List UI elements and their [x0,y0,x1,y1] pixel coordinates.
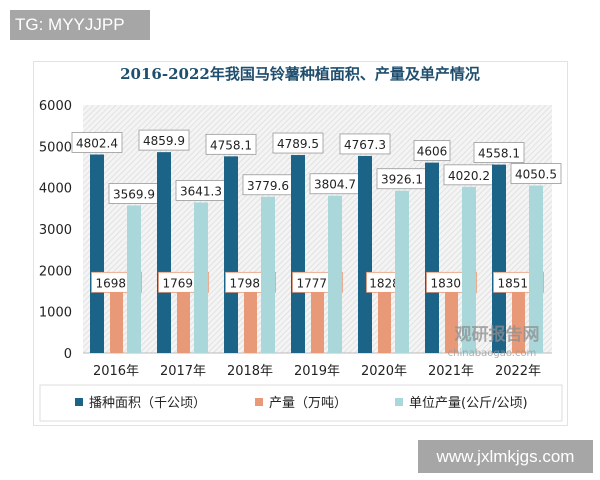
bar [445,277,458,353]
data-label-box [71,132,123,153]
bar [462,186,476,353]
bar [110,282,123,353]
bar [358,155,372,353]
data-label: 3569.9 [113,187,155,201]
chart-title: 2016-2022年我国马铃薯种植面积、产量及单产情况 [120,65,480,83]
y-tick-label: 4000 [39,182,72,197]
data-label: 3926.1 [381,173,423,187]
logo-watermark: 观研报告网 [454,324,540,345]
data-label: 4558.1 [478,147,520,161]
bar [492,164,506,353]
bar [194,202,208,353]
bar [512,276,525,353]
data-label: 4802.4 [76,137,118,151]
legend-swatch [395,398,403,406]
bar [425,162,439,353]
x-tick-label: 2022年 [495,364,541,379]
bar [127,205,141,353]
data-label: 4859.9 [143,134,185,148]
data-label: 1828 [369,276,400,290]
watermark-bottom-right: www.jxlmkjgs.com [418,440,593,473]
data-label-box [510,163,562,184]
bar [291,155,305,353]
x-tick-label: 2017年 [160,364,206,379]
bar [177,279,190,353]
y-tick-label: 1000 [39,306,72,321]
y-tick-label: 2000 [39,264,72,279]
watermark-top-left: TG: MYYJJPP [10,10,150,40]
x-tick-label: 2016年 [93,364,139,379]
bar [224,156,238,353]
chart-frame [33,61,568,426]
legend-label: 播种面积（千公顷） [89,396,206,411]
data-label-box [473,142,525,163]
bar [395,190,409,353]
data-label: 4767.3 [344,138,386,152]
data-label: 4020.2 [448,169,490,183]
bar [244,278,257,353]
data-label: 3641.3 [180,184,222,198]
y-tick-label: 3000 [39,223,72,238]
legend-swatch [255,398,263,406]
x-tick-label: 2020年 [361,364,407,379]
data-label-box [205,133,257,155]
y-tick-label: 0 [64,347,72,362]
logo-watermark-url: chinabaogao.com [448,348,537,359]
bar [157,152,171,353]
bar [90,154,104,353]
data-label: 4758.1 [210,138,252,152]
data-label: 3804.7 [314,178,356,192]
legend-label: 单位产量(公斤/公顷) [409,396,528,411]
data-label: 3779.6 [247,179,289,193]
bar [261,196,275,353]
legend-label: 产量（万吨） [269,396,347,411]
x-tick-label: 2021年 [428,364,474,379]
bar [529,185,543,353]
x-tick-label: 2019年 [294,364,340,379]
data-label: 4789.5 [277,137,319,151]
bar [311,279,324,353]
data-label-box [138,129,190,151]
data-label: 4606 [417,145,448,159]
legend [39,384,563,422]
y-tick-label: 6000 [39,99,72,114]
data-label-box [413,140,451,162]
data-label: 4050.5 [515,168,557,182]
bar [328,195,342,353]
legend-swatch [75,398,83,406]
bar [378,277,391,353]
x-tick-label: 2018年 [227,364,273,379]
data-label-box [339,133,391,155]
y-tick-label: 5000 [39,140,72,155]
data-label-box [272,132,324,154]
